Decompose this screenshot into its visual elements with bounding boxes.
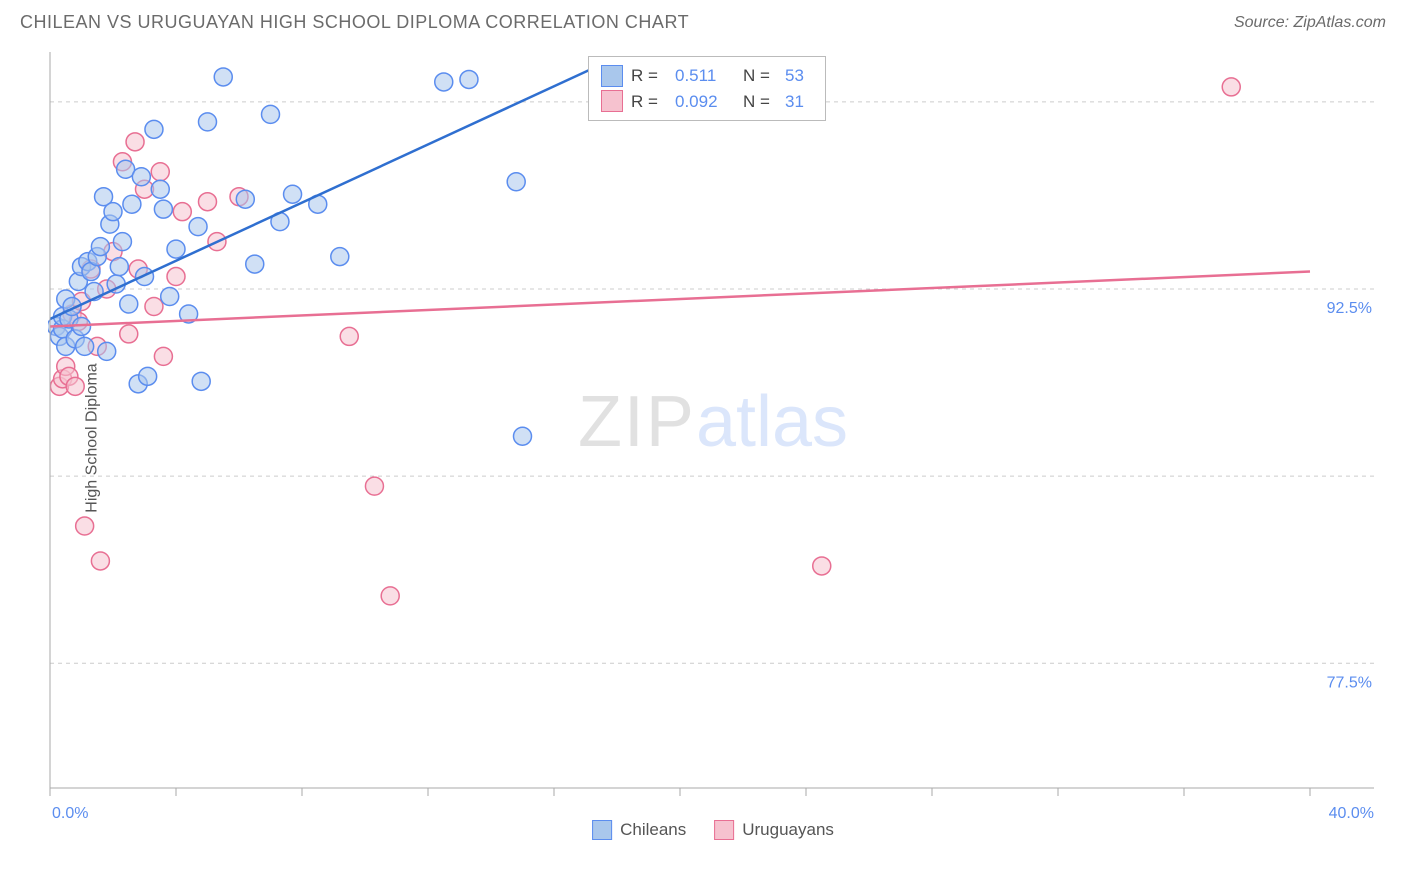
uruguayan-point bbox=[813, 557, 831, 575]
uruguayan-point bbox=[151, 163, 169, 181]
chilean-point bbox=[189, 218, 207, 236]
uruguayan-point bbox=[91, 552, 109, 570]
chilean-point bbox=[262, 105, 280, 123]
chilean-point bbox=[199, 113, 217, 131]
chilean-point bbox=[145, 120, 163, 138]
uruguayan-point bbox=[154, 347, 172, 365]
legend-swatch bbox=[601, 65, 623, 87]
r-label: R = bbox=[631, 63, 667, 89]
chart-title: CHILEAN VS URUGUAYAN HIGH SCHOOL DIPLOMA… bbox=[20, 12, 689, 33]
chilean-trend-line bbox=[50, 64, 601, 318]
chilean-point bbox=[120, 295, 138, 313]
chilean-point bbox=[435, 73, 453, 91]
uruguayan-point bbox=[381, 587, 399, 605]
chilean-point bbox=[192, 372, 210, 390]
chilean-point bbox=[123, 195, 141, 213]
source-label: Source: ZipAtlas.com bbox=[1234, 14, 1386, 32]
legend-row: R = 0.511 N = 53 bbox=[601, 63, 813, 89]
chilean-point bbox=[91, 238, 109, 256]
legend-item: Uruguayans bbox=[714, 820, 834, 840]
n-value: 53 bbox=[785, 63, 813, 89]
scatter-plot: 77.5% 92.5% 0.0% 40.0% bbox=[48, 48, 1378, 828]
chilean-point bbox=[214, 68, 232, 86]
chilean-point bbox=[460, 70, 478, 88]
r-value: 0.092 bbox=[675, 89, 735, 115]
uruguayan-point bbox=[76, 517, 94, 535]
chart-area: High School Diploma 77.5%92.5%0.0%40.0% … bbox=[48, 48, 1378, 828]
uruguayan-point bbox=[126, 133, 144, 151]
svg-text:92.5%: 92.5% bbox=[1327, 300, 1372, 317]
svg-text:0.0%: 0.0% bbox=[52, 805, 88, 822]
chilean-point bbox=[167, 240, 185, 258]
uruguayan-point bbox=[173, 203, 191, 221]
uruguayan-point bbox=[199, 193, 217, 211]
uruguayan-point bbox=[1222, 78, 1240, 96]
r-label: R = bbox=[631, 89, 667, 115]
chilean-point bbox=[331, 248, 349, 266]
uruguayan-point bbox=[145, 297, 163, 315]
legend-swatch bbox=[714, 820, 734, 840]
svg-text:77.5%: 77.5% bbox=[1327, 674, 1372, 691]
uruguayan-trend-line bbox=[50, 272, 1310, 327]
chilean-point bbox=[98, 342, 116, 360]
legend-item: Chileans bbox=[592, 820, 686, 840]
legend-swatch bbox=[592, 820, 612, 840]
chilean-point bbox=[161, 288, 179, 306]
uruguayan-point bbox=[340, 327, 358, 345]
chilean-point bbox=[132, 168, 150, 186]
chilean-point bbox=[507, 173, 525, 191]
chilean-point bbox=[151, 180, 169, 198]
uruguayan-point bbox=[120, 325, 138, 343]
uruguayan-point bbox=[365, 477, 383, 495]
chilean-point bbox=[113, 233, 131, 251]
r-value: 0.511 bbox=[675, 63, 735, 89]
chilean-point bbox=[246, 255, 264, 273]
correlation-legend: R = 0.511 N = 53 R = 0.092 N = 31 bbox=[588, 56, 826, 121]
chilean-point bbox=[76, 337, 94, 355]
svg-text:40.0%: 40.0% bbox=[1329, 805, 1374, 822]
chilean-point bbox=[514, 427, 532, 445]
chilean-point bbox=[236, 190, 254, 208]
uruguayan-point bbox=[66, 377, 84, 395]
n-label: N = bbox=[743, 89, 777, 115]
n-label: N = bbox=[743, 63, 777, 89]
legend-row: R = 0.092 N = 31 bbox=[601, 89, 813, 115]
legend-label: Chileans bbox=[620, 820, 686, 840]
chilean-point bbox=[104, 203, 122, 221]
chilean-point bbox=[284, 185, 302, 203]
legend-label: Uruguayans bbox=[742, 820, 834, 840]
n-value: 31 bbox=[785, 89, 813, 115]
legend-swatch bbox=[601, 90, 623, 112]
chilean-point bbox=[154, 200, 172, 218]
series-legend: Chileans Uruguayans bbox=[592, 820, 834, 840]
uruguayan-point bbox=[167, 268, 185, 286]
chilean-point bbox=[139, 367, 157, 385]
chilean-point bbox=[110, 258, 128, 276]
